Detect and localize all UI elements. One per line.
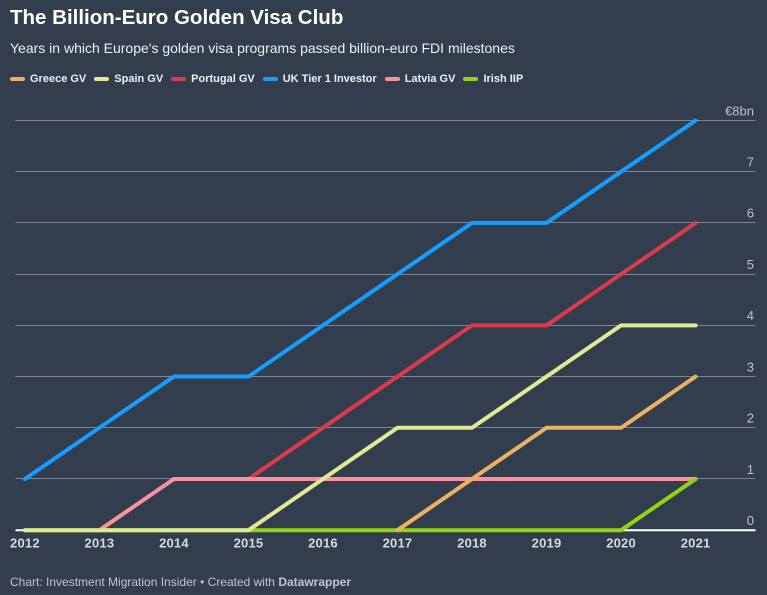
svg-text:2017: 2017 — [383, 536, 413, 551]
svg-text:6: 6 — [747, 206, 754, 221]
svg-text:5: 5 — [747, 257, 754, 272]
svg-text:4: 4 — [747, 308, 754, 323]
svg-text:0: 0 — [747, 513, 754, 528]
svg-text:2014: 2014 — [159, 536, 189, 551]
svg-text:2021: 2021 — [681, 536, 711, 551]
svg-text:2020: 2020 — [606, 536, 636, 551]
svg-text:€8bn: €8bn — [725, 103, 754, 118]
svg-text:2012: 2012 — [10, 536, 40, 551]
svg-text:2018: 2018 — [457, 536, 487, 551]
svg-text:2013: 2013 — [85, 536, 115, 551]
svg-text:2016: 2016 — [308, 536, 338, 551]
svg-text:2: 2 — [747, 411, 754, 426]
svg-text:2015: 2015 — [234, 536, 264, 551]
svg-text:3: 3 — [747, 359, 754, 374]
svg-text:1: 1 — [747, 462, 754, 477]
svg-text:7: 7 — [747, 155, 754, 170]
svg-text:2019: 2019 — [532, 536, 562, 551]
